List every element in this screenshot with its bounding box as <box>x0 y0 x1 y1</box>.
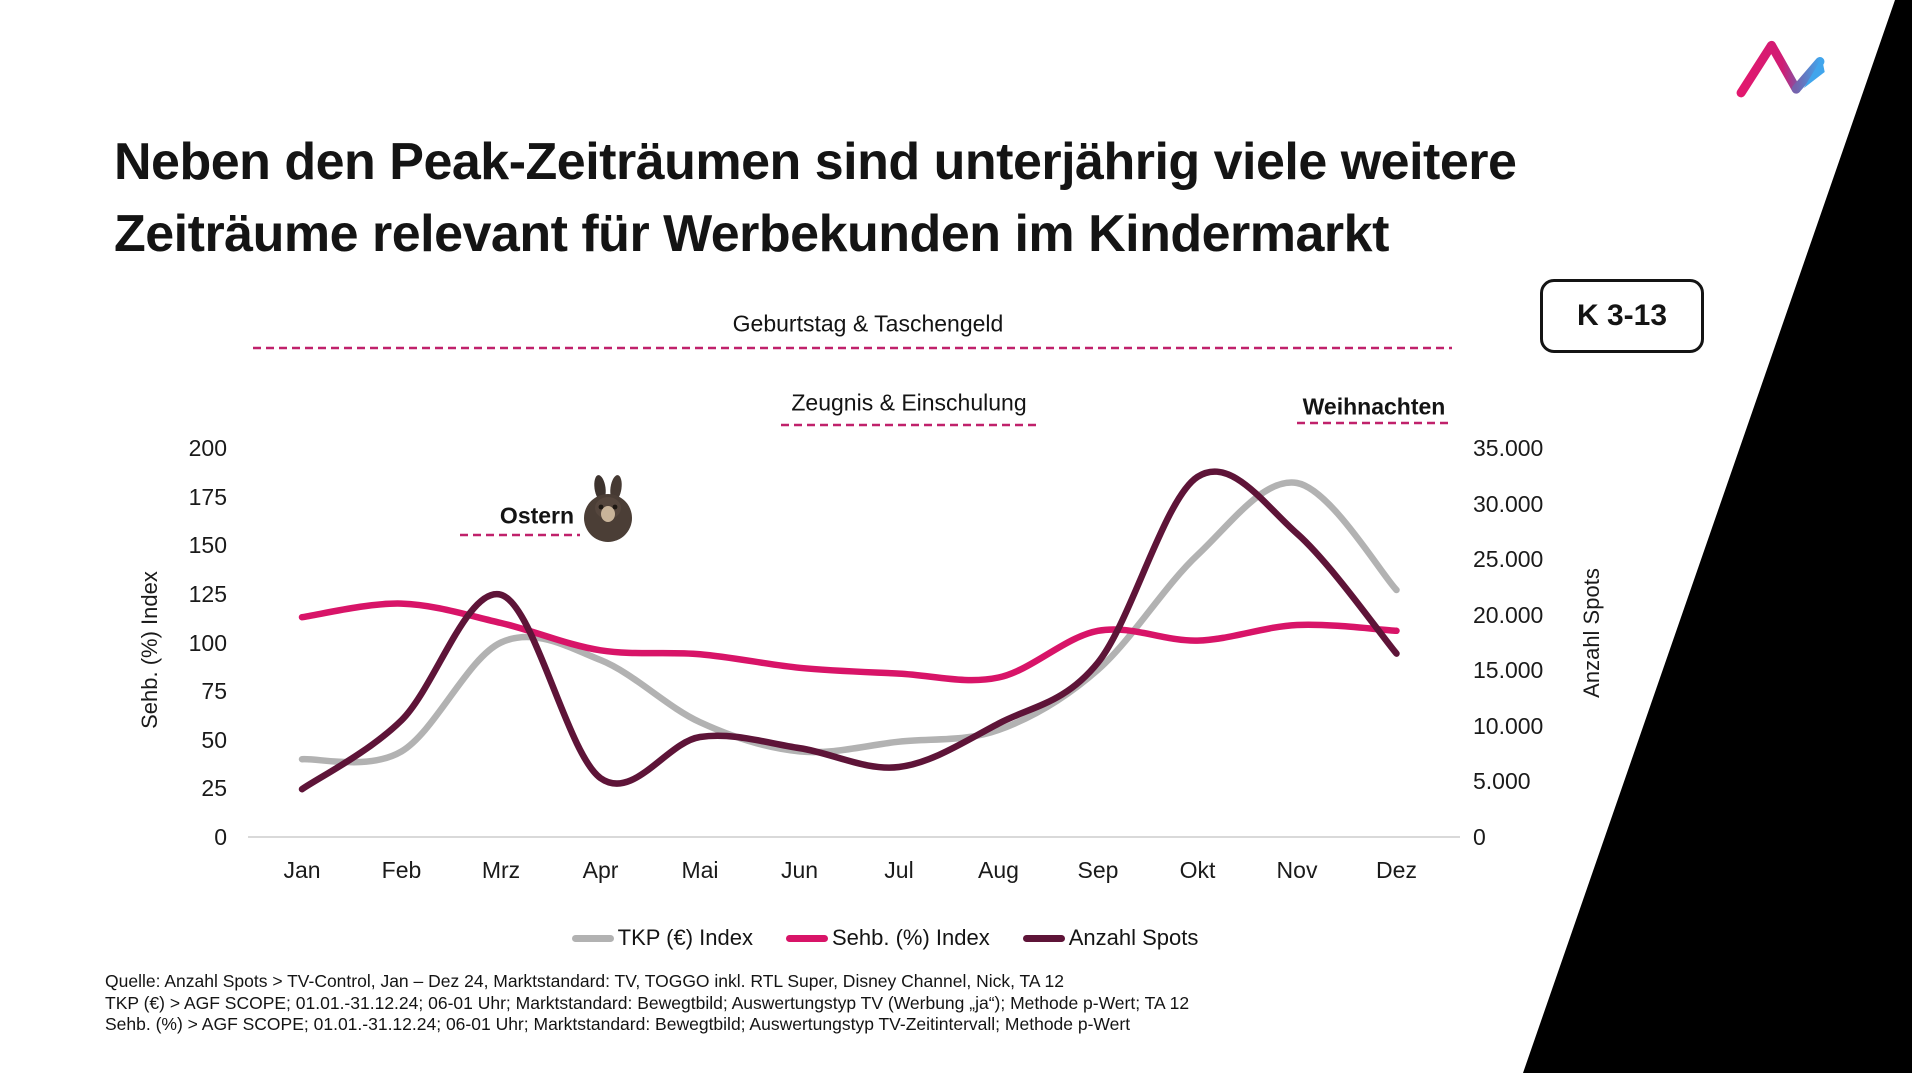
series-line-anzahl-spots <box>298 468 1400 793</box>
x-axis-tick: Sep <box>1077 857 1119 883</box>
x-axis-tick: Jan <box>283 857 321 883</box>
x-axis-tick: Nov <box>1276 857 1318 883</box>
x-axis-tick: Aug <box>978 857 1019 883</box>
page-title-line2: Zeiträume relevant für Werbekunden im Ki… <box>114 205 1389 263</box>
y-axis-tick: 15.000 <box>1473 657 1544 684</box>
y-axis-tick: 10.000 <box>1473 712 1544 739</box>
y-axis-tick: 200 <box>188 435 227 461</box>
annotation-ostern: Ostern <box>499 502 575 529</box>
legend-label: TKP (€) Index <box>617 925 753 950</box>
annotation-birthday: Geburtstag & Taschengeld <box>732 310 1004 337</box>
x-axis-tick: Dez <box>1376 857 1417 883</box>
black-corner-shape <box>1523 0 1912 1073</box>
y-axis-tick: 25 <box>201 775 227 802</box>
legend-item: Sehb. (%) Index <box>785 925 990 951</box>
page-title: Neben den Peak-Zeiträumen sind unterjähr… <box>114 126 1517 270</box>
y-axis-tick: 75 <box>201 678 227 705</box>
legend-label: Sehb. (%) Index <box>831 925 990 950</box>
right-axis-title: Anzahl Spots <box>1579 568 1604 698</box>
source-line: Sehb. (%) > AGF SCOPE; 01.01.-31.12.24; … <box>105 1014 1131 1035</box>
chapter-badge: K 3-13 <box>1540 279 1704 353</box>
page-title-line1: Neben den Peak-Zeiträumen sind unterjähr… <box>114 133 1517 191</box>
x-axis-tick: Jun <box>780 857 819 883</box>
legend-label: Anzahl Spots <box>1068 925 1199 950</box>
x-axis-tick: Okt <box>1179 857 1216 883</box>
x-axis-tick: Mai <box>681 857 719 883</box>
series-line-tkp-index <box>298 479 1400 766</box>
legend-swatch <box>785 934 828 942</box>
legend-item: TKP (€) Index <box>571 925 753 951</box>
x-axis-tick: Apr <box>582 857 619 883</box>
x-axis-tick: Jul <box>884 857 914 883</box>
source-line: Quelle: Anzahl Spots > TV-Control, Jan –… <box>105 971 1064 991</box>
y-axis-tick: 20.000 <box>1473 601 1544 628</box>
annotation-weihnachten: Weihnachten <box>1302 393 1446 420</box>
y-axis-tick: 125 <box>188 580 227 607</box>
y-axis-tick: 175 <box>188 483 227 510</box>
y-axis-tick: 25.000 <box>1473 546 1544 573</box>
source-line: TKP (€) > AGF SCOPE; 01.01.-31.12.24; 06… <box>105 992 1190 1013</box>
y-axis-tick: 0 <box>1473 824 1486 850</box>
y-axis-tick: 5.000 <box>1473 768 1531 795</box>
series-line-sehb-index <box>298 600 1400 684</box>
legend-swatch <box>1022 934 1065 942</box>
y-axis-tick: 100 <box>188 629 227 656</box>
source-notes: Quelle: Anzahl Spots > TV-Control, Jan –… <box>105 971 1189 1036</box>
y-axis-tick: 35.000 <box>1473 435 1544 461</box>
x-axis-tick: Mrz <box>481 857 521 883</box>
chart-legend: TKP (€) Index Sehb. (%) Index Anzahl Spots <box>360 925 1410 951</box>
y-axis-tick: 30.000 <box>1473 490 1544 517</box>
y-axis-tick: 50 <box>201 726 227 753</box>
y-axis-tick: 150 <box>188 532 227 559</box>
easter-bunny-image <box>584 475 632 542</box>
x-axis-tick: Feb <box>381 857 422 883</box>
annotation-zeugnis: Zeugnis & Einschulung <box>791 389 1027 416</box>
legend-swatch <box>571 934 614 942</box>
y-axis-tick: 0 <box>214 824 227 850</box>
legend-item: Anzahl Spots <box>1022 925 1199 951</box>
ad-alliance-logo-icon <box>1736 40 1825 98</box>
chapter-badge-label: K 3-13 <box>1576 299 1668 332</box>
